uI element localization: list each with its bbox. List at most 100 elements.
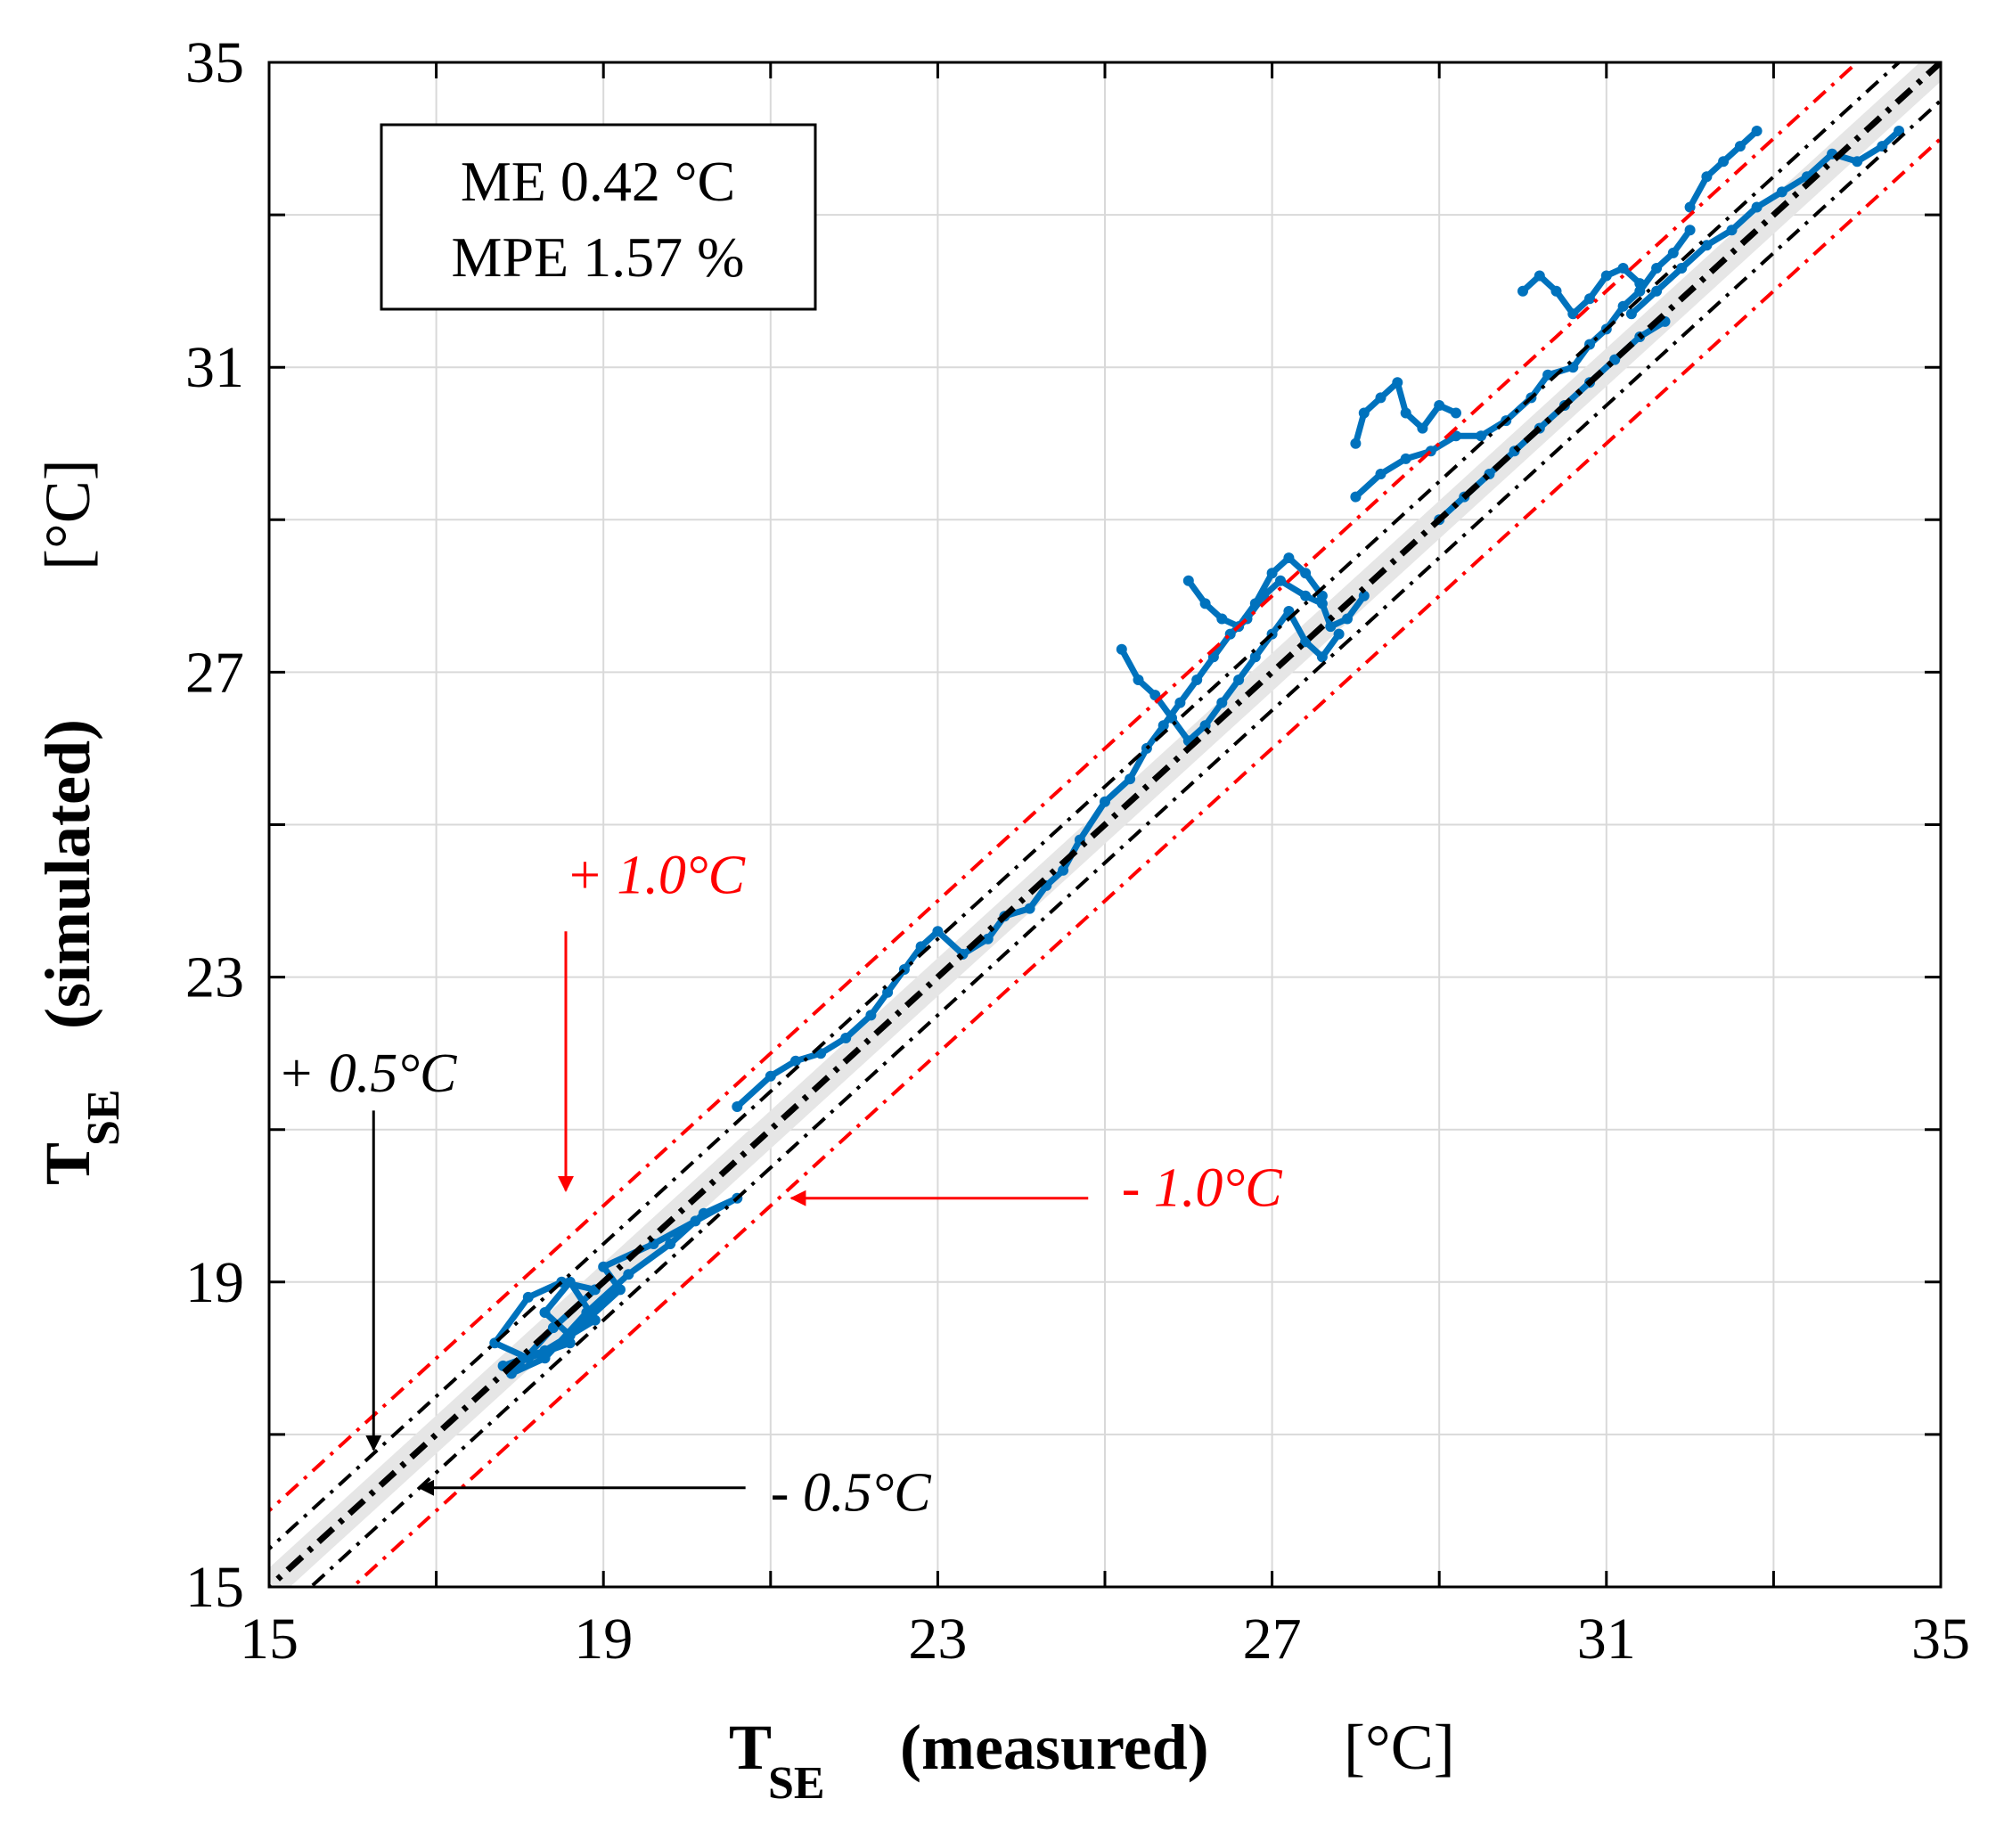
- data-point: [1600, 270, 1612, 282]
- data-point: [690, 1215, 701, 1227]
- data-point: [1550, 285, 1562, 297]
- x-tick-label: 35: [1911, 1607, 1970, 1672]
- y-axis-title-t: T: [32, 1142, 103, 1185]
- y-axis-title: T SE (simulated) [°C]: [32, 459, 129, 1185]
- data-point: [1316, 598, 1328, 609]
- data-point: [1133, 675, 1144, 685]
- data-point: [1166, 712, 1177, 724]
- x-axis-title-t: T: [729, 1712, 772, 1783]
- y-tick-label: 15: [185, 1555, 244, 1620]
- data-point: [1024, 903, 1035, 914]
- data-point: [1249, 598, 1261, 609]
- data-point: [1651, 285, 1663, 297]
- data-point: [1476, 430, 1487, 442]
- reference-line-minus-1: [349, 135, 1941, 1587]
- data-point: [1141, 742, 1152, 754]
- data-point: [1316, 651, 1328, 663]
- y-tick-label: 19: [185, 1250, 244, 1315]
- data-point: [1667, 247, 1679, 258]
- data-point: [1751, 126, 1763, 136]
- data-point: [1894, 126, 1905, 136]
- data-point: [1375, 469, 1386, 479]
- data-point: [615, 1284, 626, 1296]
- data-point: [522, 1291, 534, 1303]
- data-point: [1684, 201, 1696, 213]
- data-point: [1417, 422, 1428, 434]
- data-point: [1877, 141, 1888, 152]
- data-point: [1609, 354, 1621, 365]
- data-point: [598, 1261, 609, 1272]
- data-point: [1718, 156, 1730, 168]
- x-tick-label: 23: [908, 1607, 967, 1672]
- x-axis-title-sub: SE: [768, 1758, 825, 1809]
- data-point: [840, 1033, 852, 1043]
- annotations: + 1.0°C - 1.0°C + 0.5°C - 0.5°C: [277, 845, 1282, 1523]
- annotation-label-1: - 1.0°C: [1122, 1157, 1282, 1218]
- data-point: [1358, 590, 1370, 601]
- data-point: [1325, 621, 1337, 633]
- stats-box: [380, 123, 817, 311]
- data-point: [1617, 263, 1629, 274]
- data-point: [865, 1010, 877, 1021]
- x-tick-label: 31: [1577, 1607, 1636, 1672]
- data-point: [915, 941, 927, 953]
- data-point: [932, 926, 944, 937]
- data-point: [1333, 628, 1345, 640]
- data-point: [1216, 697, 1228, 708]
- data-point: [698, 1207, 709, 1219]
- data-point: [1275, 575, 1286, 586]
- y-axis-title-sub: SE: [78, 1089, 129, 1146]
- data-point: [1100, 796, 1110, 807]
- data-point: [1451, 430, 1461, 442]
- axis-ticks: 15 19 23 27 31 35 15 19 23 27 31 35: [185, 30, 1970, 1672]
- data-point: [1567, 308, 1579, 320]
- data-point: [1125, 773, 1136, 785]
- data-point: [1634, 285, 1646, 297]
- data-point: [1634, 278, 1646, 290]
- data-point: [547, 1322, 559, 1334]
- data-point: [765, 1070, 776, 1082]
- reference-line-identity: [269, 62, 1941, 1587]
- data-point: [1116, 643, 1127, 655]
- data-point: [539, 1353, 551, 1364]
- x-tick-label: 27: [1243, 1607, 1302, 1672]
- annotation-label-2: + 0.5°C: [277, 1043, 457, 1104]
- x-axis-title: T SE (measured) [°C]: [729, 1712, 1455, 1809]
- data-point: [1617, 300, 1629, 312]
- data-point: [1300, 568, 1312, 579]
- data-point: [789, 1055, 801, 1067]
- reference-line-minus-0.5: [307, 98, 1941, 1587]
- data-point: [1434, 400, 1445, 411]
- data-point: [1542, 369, 1554, 380]
- data-point: [1249, 651, 1261, 663]
- data-point: [1375, 392, 1386, 404]
- data-point: [1651, 263, 1663, 274]
- annotation-label-0: + 1.0°C: [566, 845, 746, 905]
- data-point: [1751, 201, 1763, 213]
- data-point: [1283, 552, 1295, 564]
- y-axis-title-qual: (simulated): [32, 719, 103, 1029]
- data-point: [1726, 225, 1738, 236]
- data-point: [732, 1101, 743, 1112]
- data-point: [1182, 575, 1194, 586]
- data-point: [1350, 491, 1362, 503]
- reference-line-plus-1: [269, 62, 1861, 1514]
- data-point: [1207, 651, 1219, 663]
- data-point: [1400, 453, 1411, 464]
- data-point: [1451, 407, 1461, 419]
- data-point: [1174, 697, 1186, 708]
- data-point: [1316, 590, 1328, 601]
- data-point: [1350, 437, 1362, 449]
- data-point: [1283, 606, 1295, 617]
- data-point: [1300, 590, 1312, 601]
- data-point: [815, 1048, 827, 1059]
- data-point: [623, 1269, 634, 1280]
- data-point: [1400, 407, 1411, 419]
- data-point: [589, 1314, 601, 1326]
- data-point: [1216, 613, 1228, 625]
- data-point: [1776, 186, 1787, 198]
- data-point: [1233, 675, 1245, 685]
- data-point: [1734, 141, 1746, 152]
- data-point: [1701, 171, 1713, 183]
